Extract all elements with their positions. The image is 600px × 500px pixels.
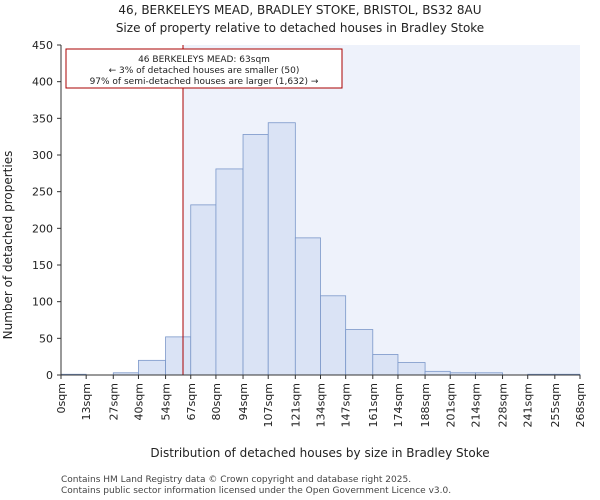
x-tick-label: 201sqm [444,383,457,427]
x-tick-label: 40sqm [132,383,145,420]
bar-107sqm [267,122,296,376]
bar-121sqm [294,237,321,376]
x-tick-label: 228sqm [497,383,510,427]
x-tick-label: 13sqm [80,383,93,420]
x-tick-label: 134sqm [315,383,328,427]
y-tick-label: 250 [32,186,53,199]
x-tick-label: 94sqm [237,383,250,420]
footer-line-2: Contains public sector information licen… [61,486,451,496]
y-tick-label: 400 [32,76,53,89]
x-tick-label: 147sqm [340,383,353,427]
x-ticks: 0sqm 13sqm 27sqm 40sqm 54sqm 67sqm 80sqm 94sqm 1… [55,375,587,427]
bars-group [60,122,581,376]
bar-147sqm [345,329,374,376]
bar-188sqm [424,370,451,376]
bar-80sqm [215,168,244,376]
bar-54sqm [165,336,192,376]
x-tick-label: 255sqm [549,383,562,427]
annotation-line-1: 46 BERKELEYS MEAD: 63sqm [138,55,270,65]
x-tick-label: 174sqm [392,383,405,427]
x-tick-label: 107sqm [262,383,275,427]
x-tick-label: 161sqm [367,383,380,427]
y-tick-label: 0 [46,369,53,382]
chart-subtitle: Size of property relative to detached ho… [116,21,484,35]
x-tick-label: 54sqm [160,383,173,420]
x-tick-label: 27sqm [107,383,120,420]
x-tick-label: 188sqm [419,383,432,427]
annotation-box [65,48,343,89]
chart-title: 46, BERKELEYS MEAD, BRADLEY STOKE, BRIST… [118,3,481,17]
x-axis-label: Distribution of detached houses by size … [150,446,489,460]
y-tick-label: 100 [32,296,53,309]
x-tick-label: 0sqm [55,383,68,413]
x-tick-label: 121sqm [289,383,302,427]
bar-67sqm [190,204,217,376]
annotation-line-2: ← 3% of detached houses are smaller (50) [109,66,300,76]
bar-161sqm [372,354,399,376]
bar-174sqm [397,362,426,376]
y-tick-label: 150 [32,259,53,272]
y-ticks: 0 50 100 150 200 250 300 350 400 450 [32,39,61,382]
y-tick-label: 450 [32,39,53,52]
x-tick-label: 241sqm [522,383,535,427]
bar-40sqm [138,359,166,376]
footer-line-1: Contains HM Land Registry data © Crown c… [61,475,411,485]
bar-94sqm [242,134,269,376]
bar-134sqm [320,295,347,376]
annotation-line-3: 97% of semi-detached houses are larger (… [90,77,319,87]
y-tick-label: 350 [32,112,53,125]
y-tick-label: 200 [32,222,53,235]
x-tick-label: 67sqm [185,383,198,420]
x-tick-label: 214sqm [469,383,482,427]
y-tick-label: 50 [39,332,53,345]
x-tick-label: 268sqm [574,383,587,427]
y-axis-label: Number of detached properties [1,151,15,340]
x-tick-label: 80sqm [210,383,223,420]
y-tick-label: 300 [32,149,53,162]
